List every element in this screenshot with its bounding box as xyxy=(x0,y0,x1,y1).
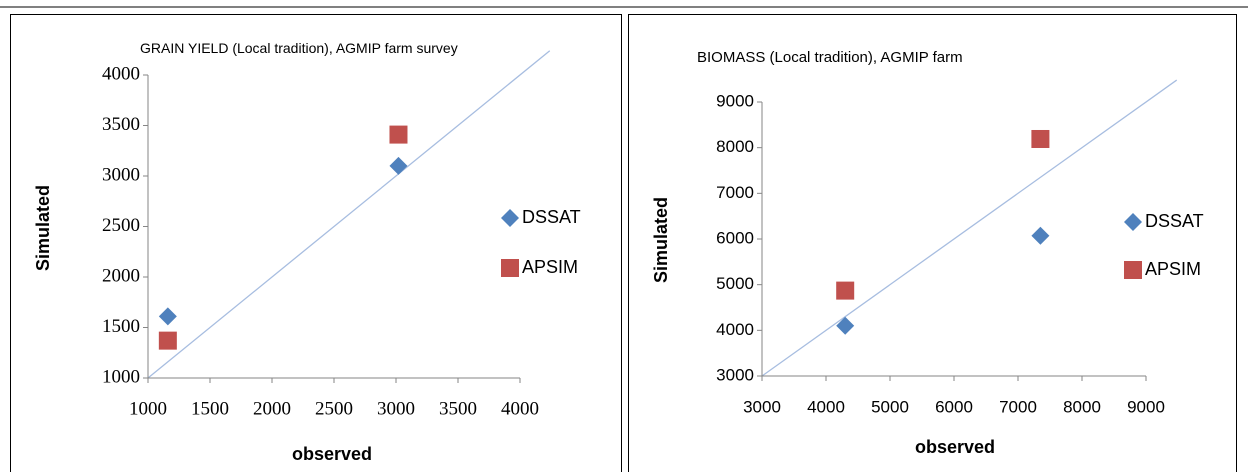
y-tick-label: 3500 xyxy=(102,114,140,135)
x-tick-label: 3500 xyxy=(439,398,477,419)
reference-line xyxy=(147,50,551,379)
x-tick-label: 2000 xyxy=(253,398,291,419)
legend-marker xyxy=(1124,213,1142,231)
title-box: GRAIN YIELD (Local tradition), AGMIP far… xyxy=(140,40,458,56)
x-tick-label: 6000 xyxy=(935,397,973,416)
legend-label: DSSAT xyxy=(1145,211,1204,231)
x-tick-label: 3000 xyxy=(377,398,415,419)
x-tick-label: 3000 xyxy=(743,397,781,416)
chart-title: BIOMASS (Local tradition), AGMIP farm xyxy=(697,49,963,66)
x-axis-label: observed xyxy=(915,437,995,457)
reference-line xyxy=(761,79,1178,377)
y-tick-label: 7000 xyxy=(716,183,754,202)
y-tick-label: 8000 xyxy=(716,137,754,156)
x-tick-label: 2500 xyxy=(315,398,353,419)
point xyxy=(389,156,408,175)
legend-label: DSSAT xyxy=(522,207,581,227)
y-tick-label: 3000 xyxy=(716,365,754,384)
y-axis-label: Simulated xyxy=(651,197,671,283)
point xyxy=(836,281,855,300)
point xyxy=(158,307,177,326)
y-tick-label: 2000 xyxy=(102,265,140,286)
y-tick-label: 1000 xyxy=(102,366,140,387)
y-tick-label: 9000 xyxy=(716,91,754,110)
chart-frame xyxy=(628,14,1237,472)
y-tick-label: 4000 xyxy=(716,320,754,339)
x-axis-label: observed xyxy=(292,444,372,464)
legend-marker xyxy=(501,209,519,227)
x-tick-label: 4000 xyxy=(807,397,845,416)
y-tick-label: 6000 xyxy=(716,228,754,247)
y-tick-label: 2500 xyxy=(102,215,140,236)
legend-label: APSIM xyxy=(1145,259,1201,279)
y-axis-label: Simulated xyxy=(33,185,53,271)
legend-marker xyxy=(1124,261,1142,279)
point xyxy=(836,316,855,335)
x-tick-label: 7000 xyxy=(999,397,1037,416)
point xyxy=(158,331,177,350)
x-tick-label: 8000 xyxy=(1063,397,1101,416)
y-tick-label: 4000 xyxy=(102,63,140,84)
point xyxy=(1031,226,1050,245)
title-box: BIOMASS (Local tradition), AGMIP farm xyxy=(697,49,963,66)
chart-frame xyxy=(10,14,622,472)
x-tick-label: 1500 xyxy=(191,398,229,419)
x-tick-label: 9000 xyxy=(1127,397,1165,416)
point xyxy=(389,125,408,144)
y-tick-label: 5000 xyxy=(716,274,754,293)
y-tick-label: 1500 xyxy=(102,316,140,337)
x-tick-label: 1000 xyxy=(129,398,167,419)
chart-title: GRAIN YIELD (Local tradition), AGMIP far… xyxy=(140,40,458,56)
x-tick-label: 4000 xyxy=(501,398,539,419)
x-tick-label: 5000 xyxy=(871,397,909,416)
legend-label: APSIM xyxy=(522,257,578,277)
y-tick-label: 3000 xyxy=(102,164,140,185)
point xyxy=(1031,129,1050,148)
legend-marker xyxy=(501,259,519,277)
